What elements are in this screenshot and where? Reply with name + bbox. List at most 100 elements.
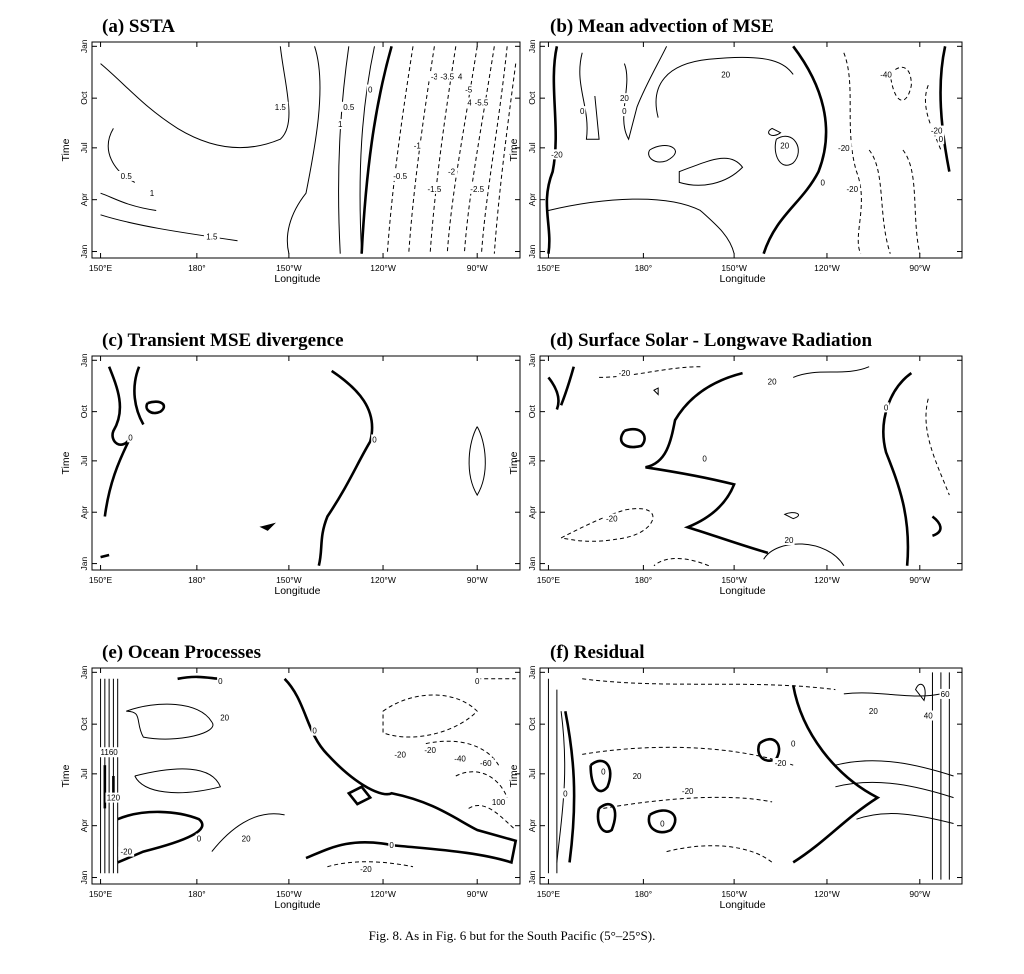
contour-label: -20 bbox=[606, 515, 618, 524]
contour-label: 0 bbox=[563, 789, 568, 798]
contour-label: 0 bbox=[702, 455, 707, 464]
contour-label: -5 bbox=[465, 86, 473, 95]
contour-label: 1.5 bbox=[275, 103, 287, 112]
panel-title: (b) Mean advection of MSE bbox=[550, 16, 774, 37]
contour-line bbox=[793, 685, 877, 862]
contour-label-bg bbox=[471, 97, 492, 108]
x-tick-label: 90°W bbox=[467, 263, 488, 273]
y-tick-label: Jan bbox=[79, 353, 89, 367]
contour-line bbox=[656, 57, 793, 117]
contour-label-bg bbox=[928, 125, 945, 136]
contour-label-bg bbox=[922, 710, 934, 721]
y-tick-label: Jan bbox=[79, 39, 89, 53]
contour-line bbox=[565, 711, 574, 862]
y-tick-label: Oct bbox=[79, 91, 89, 105]
contour-label: 120 bbox=[107, 794, 121, 803]
x-tick-label: 120°W bbox=[814, 889, 840, 899]
x-tick-label: 180° bbox=[188, 575, 206, 585]
chart-panel: (c) Transient MSE divergence 150°E 180° 150… bbox=[60, 330, 520, 597]
contour-label-bg bbox=[456, 71, 464, 82]
contour-label: 20 bbox=[768, 378, 777, 387]
contour-label-bg bbox=[195, 833, 203, 844]
contour-line bbox=[932, 517, 940, 536]
contour-group bbox=[101, 367, 486, 566]
y-axis-label: Time bbox=[508, 138, 520, 161]
x-axis-label: Longitude bbox=[274, 273, 320, 285]
x-tick-label: 90°W bbox=[909, 575, 930, 585]
contour-label: -20 bbox=[619, 369, 631, 378]
contour-line bbox=[548, 199, 734, 254]
contour-label-bg bbox=[603, 513, 620, 524]
contour-line bbox=[758, 739, 779, 760]
x-axis-label: Longitude bbox=[274, 899, 320, 911]
y-tick-label: Apr bbox=[527, 819, 537, 832]
y-tick-label: Apr bbox=[79, 193, 89, 206]
y-tick-label: Jan bbox=[527, 39, 537, 53]
contour-line bbox=[426, 741, 499, 765]
contour-line bbox=[561, 509, 653, 542]
contour-line bbox=[883, 373, 911, 566]
contour-label: 60 bbox=[941, 690, 950, 699]
contour-label-bg bbox=[127, 432, 134, 443]
contour-line bbox=[624, 46, 667, 139]
contour-label-bg bbox=[148, 188, 156, 199]
contour-label: 100 bbox=[492, 798, 506, 807]
contour-line bbox=[147, 402, 164, 413]
contour-line bbox=[835, 782, 953, 797]
x-tick-label: 120°W bbox=[370, 263, 396, 273]
contour-line bbox=[793, 367, 869, 378]
contour-line bbox=[118, 812, 203, 863]
contour-line bbox=[646, 373, 768, 553]
y-tick-label: Oct bbox=[79, 717, 89, 731]
contour-label: -20 bbox=[838, 144, 850, 153]
contour-label: -40 bbox=[454, 755, 466, 764]
contour-label-bg bbox=[867, 706, 879, 717]
contour-label: 0.5 bbox=[343, 103, 355, 112]
contour-line bbox=[287, 46, 320, 253]
contour-label: -20 bbox=[682, 787, 694, 796]
contour-label: -40 bbox=[880, 70, 892, 79]
contour-label-bg bbox=[452, 753, 468, 764]
contour-line bbox=[109, 367, 130, 445]
contour-label-bg bbox=[217, 675, 224, 686]
contour-label: -3 bbox=[431, 73, 439, 82]
x-tick-label: 150°W bbox=[721, 575, 747, 585]
contour-label-bg bbox=[779, 140, 791, 151]
contour-label: 20 bbox=[620, 94, 629, 103]
contour-label: 0 bbox=[580, 107, 585, 116]
y-tick-label: Oct bbox=[79, 404, 89, 418]
contour-label-bg bbox=[203, 231, 220, 242]
x-axis-label: Longitude bbox=[719, 273, 765, 285]
x-tick-label: 90°W bbox=[909, 263, 930, 273]
plot-frame bbox=[539, 667, 963, 885]
contour-label-bg bbox=[939, 688, 951, 699]
contour-label-bg bbox=[616, 368, 633, 379]
x-tick-label: 150°W bbox=[721, 263, 747, 273]
x-tick-label: 120°W bbox=[814, 575, 840, 585]
contour-line bbox=[835, 761, 953, 776]
contour-label-bg bbox=[766, 376, 778, 387]
contour-label: -20 bbox=[424, 746, 436, 755]
x-tick-label: 180° bbox=[188, 889, 206, 899]
contour-line bbox=[339, 46, 349, 253]
contour-line bbox=[598, 804, 615, 832]
x-tick-label: 120°W bbox=[814, 263, 840, 273]
panel-title: (d) Surface Solar - Longwave Radiation bbox=[550, 330, 873, 351]
contour-label-bg bbox=[428, 71, 440, 82]
contour-label: -1 bbox=[414, 142, 422, 151]
y-axis-label: Time bbox=[508, 764, 520, 787]
contour-label-bg bbox=[358, 863, 374, 874]
contour-label-bg bbox=[701, 453, 708, 464]
contour-line bbox=[679, 158, 742, 185]
y-tick-label: Jan bbox=[79, 665, 89, 679]
contour-line bbox=[263, 525, 272, 529]
contour-line bbox=[469, 427, 485, 495]
contour-line bbox=[890, 67, 911, 100]
y-tick-label: Apr bbox=[79, 505, 89, 518]
contour-group bbox=[101, 677, 516, 873]
contour-line bbox=[178, 677, 221, 679]
contour-line bbox=[285, 679, 516, 863]
contour-label-bg bbox=[340, 101, 357, 112]
contour-label-bg bbox=[467, 183, 488, 194]
